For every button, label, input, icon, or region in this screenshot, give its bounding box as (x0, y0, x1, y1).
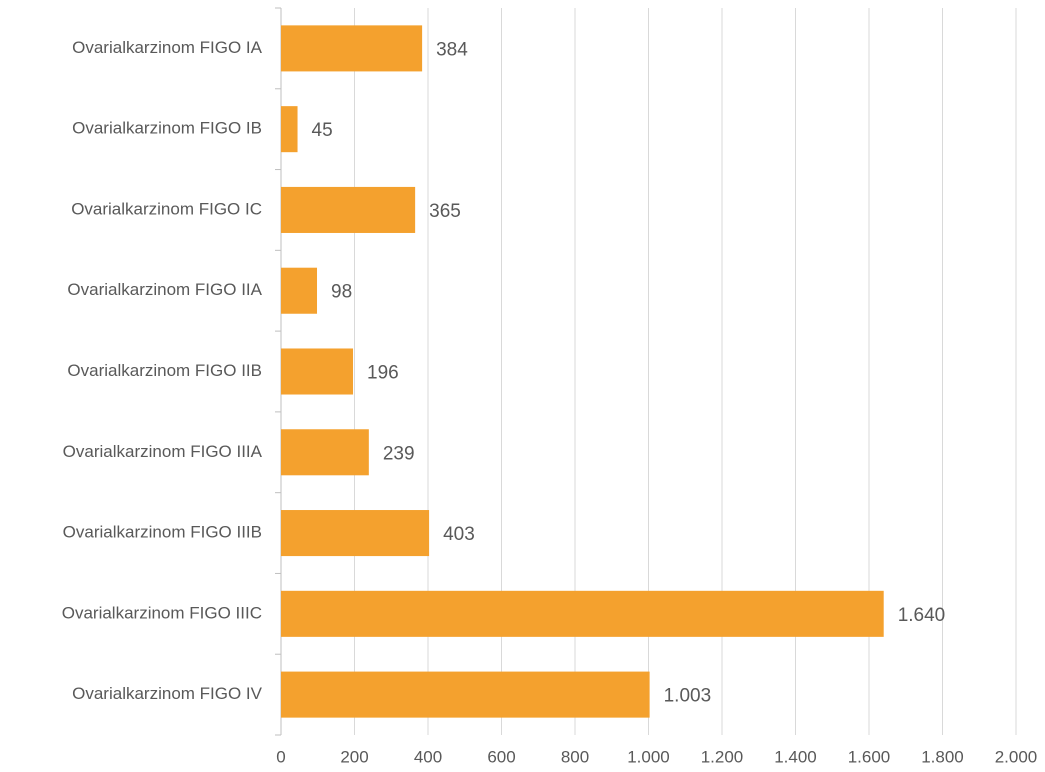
x-tick-label: 0 (276, 747, 285, 766)
bar (281, 186, 416, 233)
x-tick-label: 1.800 (921, 747, 964, 766)
x-tick-label: 1.200 (701, 747, 744, 766)
bar (281, 510, 430, 557)
value-label: 365 (429, 201, 461, 222)
y-tick-label: Ovarialkarzinom FIGO IB (72, 119, 262, 138)
x-tick-label: 200 (340, 747, 368, 766)
value-label: 384 (436, 39, 468, 60)
bar (281, 590, 884, 637)
y-tick-label: Ovarialkarzinom FIGO IA (72, 38, 263, 57)
y-tick-label: Ovarialkarzinom FIGO IIA (67, 280, 262, 299)
value-label: 239 (383, 443, 415, 464)
bar (281, 429, 369, 476)
value-label: 45 (312, 120, 333, 141)
value-label: 98 (331, 282, 352, 303)
y-tick-label: Ovarialkarzinom FIGO IIIB (63, 523, 262, 542)
bar (281, 267, 318, 314)
y-tick-label: Ovarialkarzinom FIGO IIIA (63, 442, 263, 461)
x-tick-label: 800 (561, 747, 589, 766)
y-tick-label: Ovarialkarzinom FIGO IIIC (62, 603, 262, 622)
x-tick-label: 400 (414, 747, 442, 766)
x-tick-label: 1.400 (774, 747, 817, 766)
y-tick-label: Ovarialkarzinom FIGO IV (72, 684, 263, 703)
value-label: 196 (367, 363, 399, 384)
x-tick-label: 600 (487, 747, 515, 766)
x-tick-label: 1.600 (848, 747, 891, 766)
y-tick-label: Ovarialkarzinom FIGO IC (71, 199, 262, 218)
bar (281, 671, 650, 718)
bar (281, 25, 423, 72)
x-tick-label: 1.000 (627, 747, 670, 766)
bar (281, 106, 298, 153)
value-label: 403 (443, 524, 475, 545)
x-tick-label: 2.000 (995, 747, 1038, 766)
bar (281, 348, 354, 395)
value-label: 1.003 (664, 686, 712, 707)
y-tick-label: Ovarialkarzinom FIGO IIB (67, 361, 262, 380)
value-label: 1.640 (898, 605, 946, 626)
